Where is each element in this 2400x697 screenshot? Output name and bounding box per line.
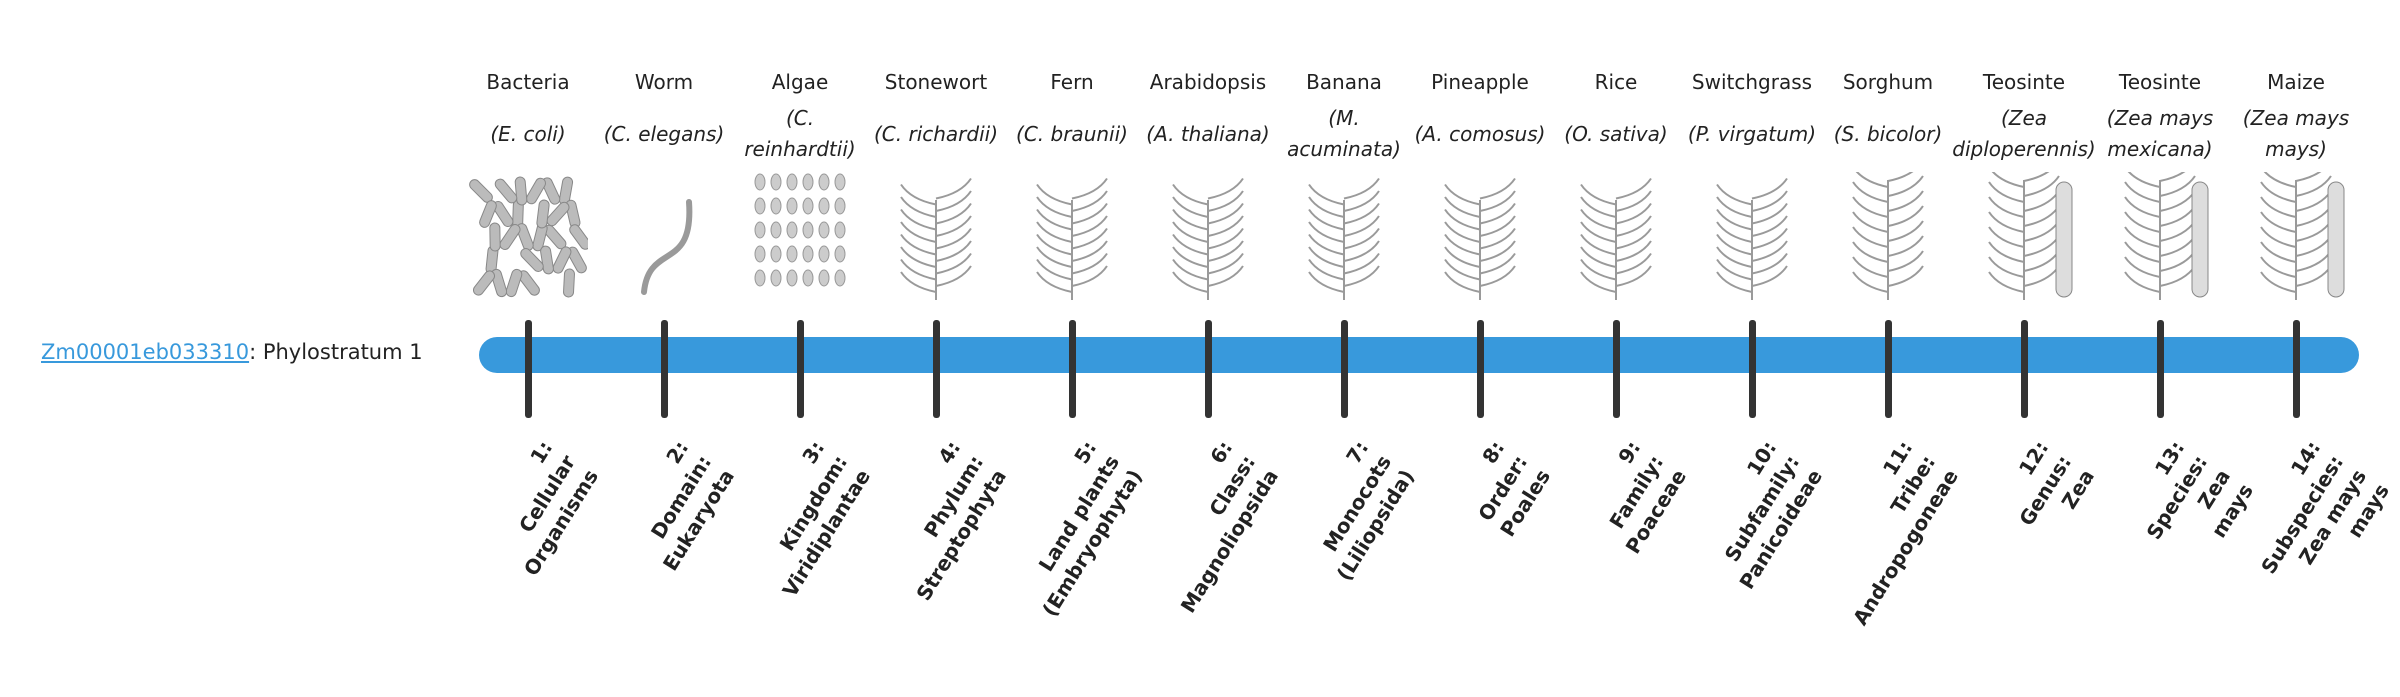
stratum-tick [2021, 320, 2028, 418]
phylostratum-text: : Phylostratum 1 [249, 340, 423, 364]
scientific-name-text: (Zea mays mays) [2242, 106, 2350, 161]
organism-scientific-name: (C. reinhardtii) [730, 102, 870, 166]
scientific-name-text: (S. bicolor) [1833, 121, 1943, 146]
organism-common-name: Stonewort [884, 70, 988, 94]
organism-common-name: Rice [1594, 70, 1638, 94]
rice-image [1556, 172, 1676, 302]
stratum-tick [1749, 320, 1756, 418]
gene-id-link[interactable]: Zm00001eb033310 [41, 340, 250, 364]
organism-column: Maize (Zea mays mays) [2226, 62, 2366, 166]
fern-image [1012, 172, 1132, 302]
scientific-name-text: (Zea mays mexicana) [2106, 106, 2214, 161]
stratum-tick [525, 320, 532, 418]
organism-common-name: Switchgrass [1691, 70, 1813, 94]
organism-common-name: Worm [634, 70, 694, 94]
scientific-name-text: (C. elegans) [603, 121, 725, 146]
organism-column: Arabidopsis (A. thaliana) [1138, 62, 1278, 166]
stratum-tick [2157, 320, 2164, 418]
stratum-tick [1613, 320, 1620, 418]
stratum-tick [1477, 320, 1484, 418]
organism-scientific-name: (A. thaliana) [1138, 102, 1278, 166]
scientific-name-text: (Zea diploperennis) [1952, 106, 2096, 161]
scientific-name-text: (C. reinhardtii) [744, 106, 856, 161]
organism-common-name: Bacteria [486, 70, 570, 94]
bacteria-image [468, 172, 591, 302]
organism-column: Rice (O. sativa) [1546, 62, 1686, 166]
organism-common-name: Algae [771, 70, 829, 94]
pineapple-image [1420, 172, 1540, 302]
organism-scientific-name: (O. sativa) [1546, 102, 1686, 166]
organism-column: Banana (M. acuminata) [1274, 62, 1414, 166]
organism-common-name: Fern [1050, 70, 1094, 94]
algae-image [740, 172, 860, 302]
organism-column: Teosinte (Zea diploperennis) [1952, 62, 2096, 166]
organism-scientific-name: (Zea diploperennis) [1952, 102, 2096, 166]
organism-column: Worm (C. elegans) [594, 62, 734, 166]
organism-column: Teosinte (Zea mays mexicana) [2090, 62, 2230, 166]
organism-common-name: Arabidopsis [1149, 70, 1267, 94]
organism-common-name: Pineapple [1431, 70, 1529, 94]
phylostratum-bar [479, 337, 2359, 373]
maize-image [2236, 160, 2356, 302]
scientific-name-text: (A. thaliana) [1146, 121, 1270, 146]
organism-column: Pineapple (A. comosus) [1410, 62, 1550, 166]
organism-common-name: Banana [1306, 70, 1382, 94]
organism-column: Algae (C. reinhardtii) [730, 62, 870, 166]
organism-common-name: Teosinte [1982, 70, 2066, 94]
stratum-tick [1205, 320, 1212, 418]
worm-image [604, 172, 724, 302]
scientific-name-text: (A. comosus) [1414, 121, 1546, 146]
stratum-tick [661, 320, 668, 418]
scientific-name-text: (P. virgatum) [1687, 121, 1817, 146]
teosinte-mexicana-image [2100, 160, 2220, 302]
organism-scientific-name: (C. elegans) [594, 102, 734, 166]
stratum-tick [933, 320, 940, 418]
stonewort-image [876, 172, 996, 302]
scientific-name-text: (C. braunii) [1016, 121, 1128, 146]
organism-column: Switchgrass (P. virgatum) [1682, 62, 1822, 166]
organism-column: Stonewort (C. richardii) [866, 62, 1006, 166]
scientific-name-text: (C. richardii) [873, 121, 999, 146]
organism-scientific-name: (E. coli) [458, 102, 598, 166]
gene-phylostratum-label: Zm00001eb033310: Phylostratum 1 [41, 340, 423, 364]
organism-scientific-name: (S. bicolor) [1818, 102, 1958, 166]
organism-scientific-name: (Zea mays mexicana) [2090, 102, 2230, 166]
teosinte-image [1964, 160, 2084, 302]
organism-column: Fern (C. braunii) [1002, 62, 1142, 166]
arabidopsis-image [1148, 172, 1268, 302]
organism-column: Bacteria (E. coli) [458, 62, 598, 166]
scientific-name-text: (O. sativa) [1564, 121, 1668, 146]
organism-scientific-name: (Zea mays mays) [2226, 102, 2366, 166]
stratum-tick [2293, 320, 2300, 418]
organism-column: Sorghum (S. bicolor) [1818, 62, 1958, 166]
scientific-name-text: (M. acuminata) [1287, 106, 1401, 161]
organism-scientific-name: (P. virgatum) [1682, 102, 1822, 166]
banana-image [1284, 172, 1404, 302]
switchgrass-image [1692, 172, 1812, 302]
organism-common-name: Sorghum [1842, 70, 1934, 94]
organism-scientific-name: (C. braunii) [1002, 102, 1142, 166]
organism-scientific-name: (C. richardii) [866, 102, 1006, 166]
sorghum-image [1828, 160, 1948, 302]
organism-scientific-name: (A. comosus) [1410, 102, 1550, 166]
stratum-tick [1885, 320, 1892, 418]
organism-scientific-name: (M. acuminata) [1274, 102, 1414, 166]
organism-common-name: Maize [2267, 70, 2325, 94]
stratum-tick [1341, 320, 1348, 418]
scientific-name-text: (E. coli) [490, 121, 566, 146]
stratum-tick [1069, 320, 1076, 418]
stratum-tick [797, 320, 804, 418]
organism-common-name: Teosinte [2118, 70, 2202, 94]
